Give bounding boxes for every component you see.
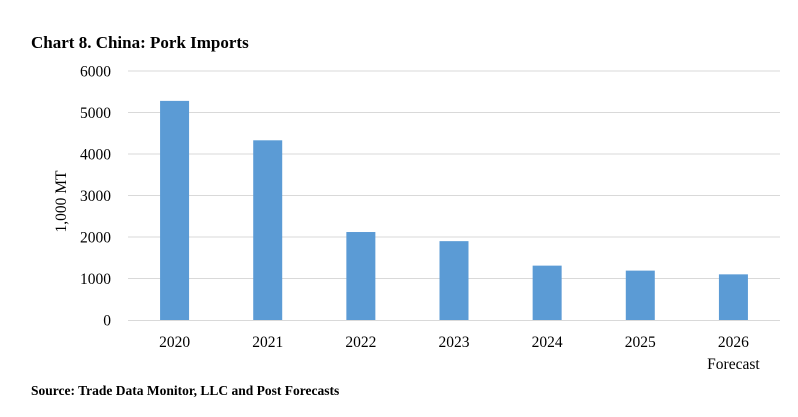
x-tick-label: 2026	[718, 334, 749, 351]
y-tick-label: 0	[103, 313, 111, 330]
x-tick-labels: 2020 2021 2022 2023 2024 2025 2026 Forecast	[159, 334, 760, 373]
bar-2021	[253, 140, 283, 320]
x-tick-label: 2024	[532, 334, 563, 351]
bar-2020	[160, 100, 190, 320]
y-tick-label: 3000	[80, 188, 111, 205]
y-axis-label: 1,000 MT	[53, 170, 70, 233]
y-tick-label: 4000	[80, 147, 111, 164]
chart-source: Source: Trade Data Monitor, LLC and Post…	[31, 383, 340, 398]
x-tick-label: 2025	[625, 334, 656, 351]
bar-2022	[346, 232, 376, 320]
y-tick-label: 6000	[80, 64, 111, 81]
x-tick-sublabel: Forecast	[707, 356, 760, 373]
y-tick-label: 5000	[80, 105, 111, 122]
y-tick-label: 2000	[80, 230, 111, 247]
x-tick-label: 2023	[439, 334, 470, 351]
bar-2026	[718, 274, 748, 320]
bar-2024	[532, 265, 562, 320]
y-tick-labels: 0 1000 2000 3000 4000 5000 6000	[80, 64, 111, 330]
bar-2023	[439, 241, 469, 320]
bar-2025	[625, 270, 655, 320]
x-tick-label: 2020	[159, 334, 190, 351]
x-tick-label: 2021	[252, 334, 283, 351]
bars	[160, 100, 748, 320]
y-tick-label: 1000	[80, 271, 111, 288]
chart-title: Chart 8. China: Pork Imports	[31, 33, 249, 52]
x-tick-label: 2022	[345, 334, 376, 351]
